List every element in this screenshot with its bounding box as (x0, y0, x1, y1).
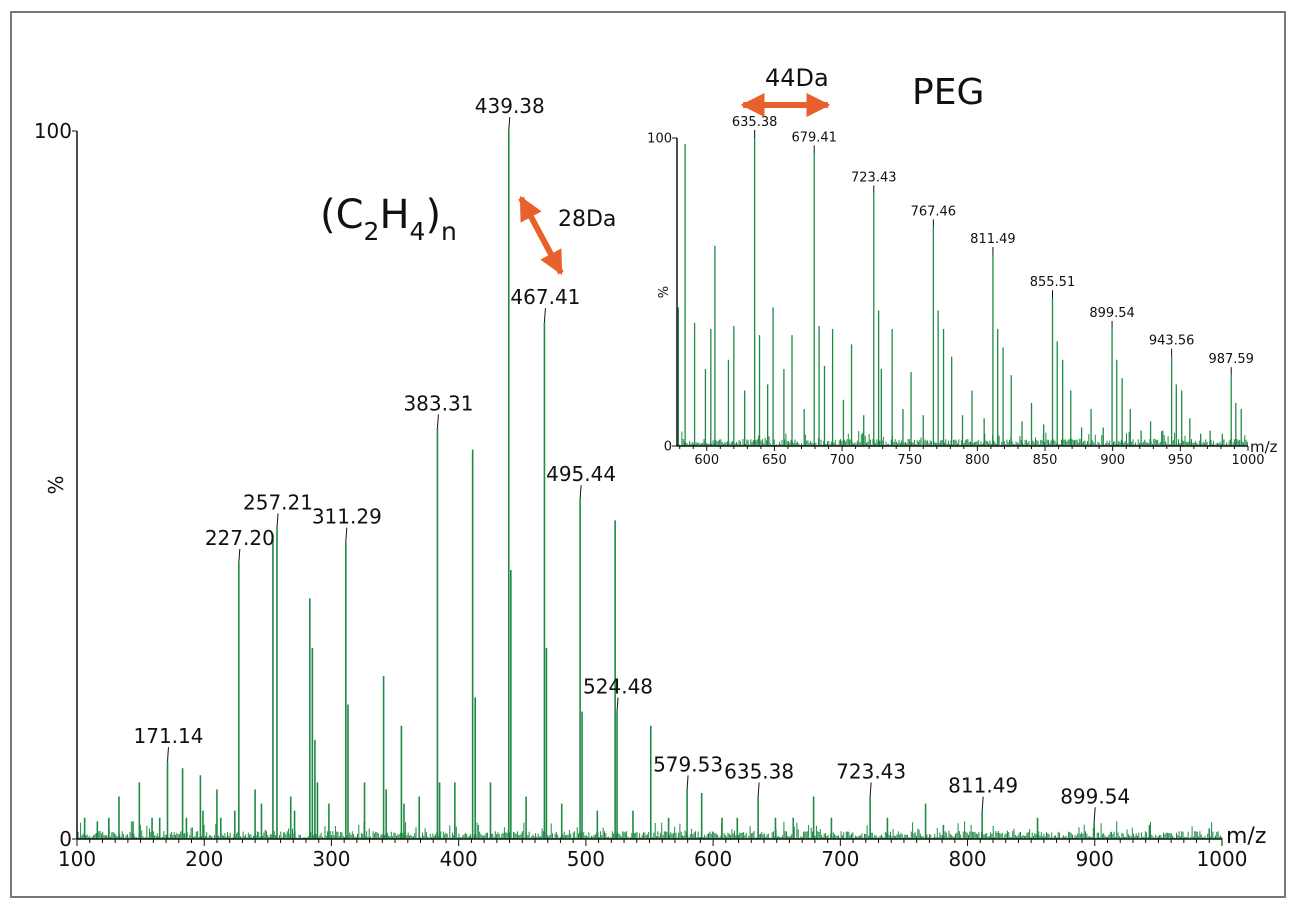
peak-leader-line (981, 796, 984, 811)
peak-leader-line (345, 527, 348, 542)
x-tick-label: 650 (762, 453, 787, 468)
28da-double-arrow (518, 195, 564, 276)
peak-leader-line (1093, 807, 1096, 822)
peak-label: 855.51 (1030, 275, 1076, 290)
x-tick-label: 300 (312, 847, 350, 871)
y-axis-label: % (657, 286, 672, 298)
peak-leader-line (686, 775, 689, 790)
inset-peaks (677, 144, 1242, 446)
peak-leader-line (616, 697, 619, 712)
x-tick-label: 600 (694, 847, 732, 871)
y-axis-label: % (44, 475, 68, 494)
x-tick-label: 500 (567, 847, 605, 871)
peak-label: 439.38 (475, 94, 545, 118)
28da-label: 28Da (558, 207, 616, 232)
peak-label: 467.41 (510, 285, 580, 309)
inset-chart: 635.38 679.41 723.43 767.46 811.49 855.51 899.… (647, 115, 1277, 468)
y-tick-label: 0 (664, 440, 672, 455)
main-peaks (83, 449, 1211, 839)
peak-label: 987.59 (1208, 352, 1254, 367)
peak-label: 635.38 (724, 760, 794, 784)
inset-axes: 600 650 700 750 800 850 900 950 1000 0 100% m/z (647, 132, 1277, 468)
peak-label: 635.38 (732, 115, 778, 130)
peak-label: 811.49 (948, 774, 1018, 798)
peak-leader-line (508, 116, 511, 132)
peak-label: 943.56 (1149, 334, 1195, 349)
x-tick-label: 400 (440, 847, 478, 871)
y-tick-label: 0 (59, 827, 72, 851)
peak-leader-line (167, 747, 170, 762)
x-tick-label: 600 (694, 453, 719, 468)
y-tick-label: 100 (647, 132, 672, 147)
x-tick-label: 850 (1033, 453, 1058, 468)
x-tick-label: 950 (1168, 453, 1193, 468)
peak-leader-line (757, 782, 760, 797)
peak-label: 679.41 (791, 130, 837, 145)
inset-labeled-peaks: 635.38 679.41 723.43 767.46 811.49 855.51 899.… (732, 115, 1254, 446)
peak-label: 811.49 (970, 232, 1016, 247)
44da-label: 44Da (765, 64, 829, 92)
peak-leader-line (436, 414, 439, 429)
peak-label: 723.43 (851, 170, 897, 185)
x-axis-label: m/z (1226, 824, 1266, 849)
x-tick-label: 900 (1076, 847, 1114, 871)
peak-leader-line (543, 308, 546, 323)
figure-border (10, 11, 1286, 898)
peak-label: 767.46 (911, 204, 957, 219)
y-tick-label: 100 (34, 119, 72, 143)
x-tick-label: 700 (830, 453, 855, 468)
peak-label: 524.48 (583, 675, 653, 699)
x-tick-label: 800 (948, 847, 986, 871)
x-tick-label: 100 (58, 847, 96, 871)
peak-leader-line (238, 548, 241, 563)
formula-annotation: (C2H4)n (320, 192, 457, 246)
peak-label: 383.31 (403, 391, 473, 415)
x-tick-label: 200 (185, 847, 223, 871)
peak-label: 899.54 (1060, 784, 1130, 808)
x-tick-label: 1000 (1231, 453, 1264, 468)
peak-label: 171.14 (134, 724, 204, 748)
x-tick-label: 900 (1100, 453, 1125, 468)
peak-label: 723.43 (836, 760, 906, 784)
peak-leader-line (579, 485, 582, 500)
peak-label: 311.29 (312, 505, 382, 529)
peak-label: 495.44 (546, 462, 616, 486)
x-tick-label: 800 (965, 453, 990, 468)
x-tick-label: 750 (897, 453, 922, 468)
peak-label: 257.21 (243, 490, 313, 514)
peak-label: 579.53 (653, 752, 723, 776)
peak-label: 227.20 (205, 526, 275, 550)
x-tick-label: 1000 (1197, 847, 1248, 871)
peak-label: 899.54 (1089, 306, 1135, 321)
peak-leader-line (276, 513, 279, 528)
x-tick-label: 700 (821, 847, 859, 871)
x-axis-label: m/z (1250, 438, 1278, 456)
peg-title: PEG (912, 72, 984, 113)
peak-leader-line (869, 782, 872, 797)
